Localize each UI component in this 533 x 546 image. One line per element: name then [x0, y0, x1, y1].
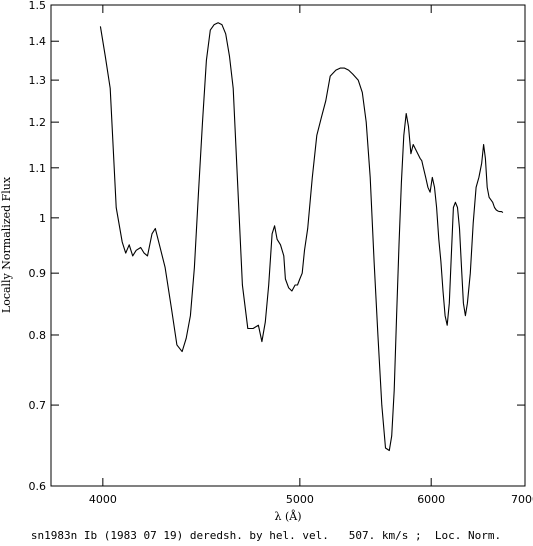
y-axis-title: Locally Normalized Flux — [0, 176, 13, 313]
y-tick-label: 1.3 — [29, 74, 47, 87]
y-tick-label: 1.5 — [29, 0, 47, 12]
y-axis: 0.6 0.7 0.8 0.9 1 1.1 1.2 1.3 1.4 1.5 — [29, 0, 525, 493]
y-tick-label: 0.8 — [29, 329, 47, 342]
y-tick-label: 0.7 — [29, 399, 47, 412]
plot-frame — [50, 4, 526, 487]
y-tick-label: 1 — [39, 212, 46, 225]
x-tick-label: 5000 — [286, 493, 314, 506]
x-tick-label: 4000 — [89, 493, 117, 506]
x-tick-label: 6000 — [417, 493, 445, 506]
x-axis-title: λ (Å) — [275, 509, 302, 523]
spectrum-line — [99, 22, 504, 452]
figure-caption: sn1983n Ib (1983 07 19) deredsh. by hel.… — [31, 529, 501, 542]
y-tick-label: 1.2 — [29, 116, 47, 129]
y-tick-label: 1.4 — [29, 35, 47, 48]
y-tick-label: 0.9 — [29, 267, 47, 280]
y-tick-label: 1.1 — [29, 162, 47, 175]
y-tick-label: 0.6 — [29, 480, 47, 493]
